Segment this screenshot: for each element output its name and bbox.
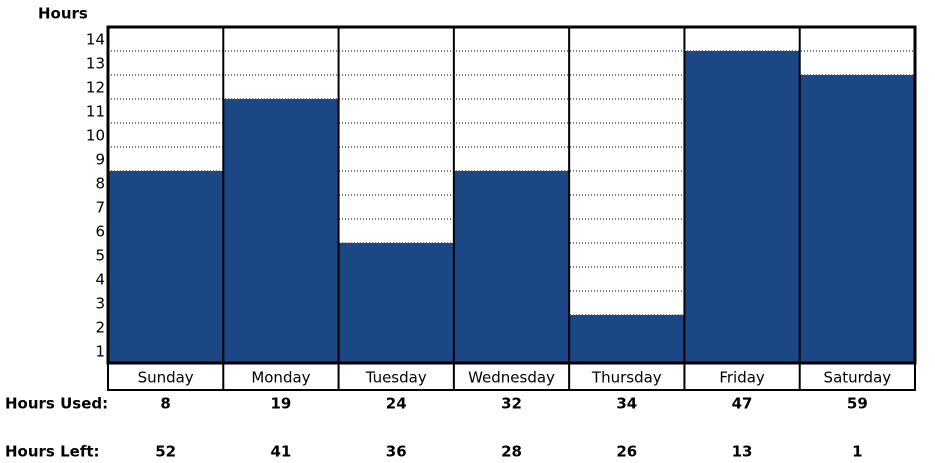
row-label: Hours Left: [5, 443, 100, 461]
row-value: 8 [160, 395, 170, 413]
x-tick-label: Thursday [591, 369, 662, 387]
x-tick-label: Saturday [824, 369, 892, 387]
y-tick-label: 8 [95, 175, 105, 193]
category-frame [107, 362, 916, 391]
row-value: 59 [847, 395, 868, 413]
row-value: 26 [616, 443, 637, 461]
row-value: 36 [386, 443, 407, 461]
y-tick-label: 5 [95, 247, 105, 265]
y-tick-label: 1 [95, 343, 105, 361]
y-tick-label: 12 [86, 79, 105, 97]
y-tick-label: 6 [95, 223, 105, 241]
row-value: 34 [616, 395, 637, 413]
bar [569, 315, 685, 363]
bar [453, 171, 570, 363]
y-tick-label: 4 [95, 271, 105, 289]
x-tick-label: Tuesday [365, 369, 427, 387]
row-label: Hours Used: [5, 395, 108, 413]
row-value: 52 [155, 443, 176, 461]
row-value: 1 [852, 443, 862, 461]
bar [338, 243, 454, 363]
row-value: 24 [386, 395, 407, 413]
row-value: 28 [501, 443, 522, 461]
row-value: 13 [732, 443, 753, 461]
y-tick-label: 7 [95, 199, 105, 217]
y-tick-label: 13 [86, 55, 105, 73]
x-tick-label: Wednesday [468, 369, 555, 387]
y-tick-label: 10 [86, 127, 105, 145]
x-tick-label: Friday [719, 369, 765, 387]
bar [799, 75, 915, 363]
x-tick-label: Monday [251, 369, 310, 387]
bar [223, 99, 339, 363]
bar [108, 171, 224, 363]
row-value: 41 [270, 443, 291, 461]
row-value: 19 [270, 395, 291, 413]
x-tick-label: Sunday [138, 369, 194, 387]
y-tick-label: 11 [86, 103, 105, 121]
y-tick-label: 9 [95, 151, 105, 169]
y-axis-label: Hours [38, 5, 88, 23]
y-tick-label: 3 [95, 295, 105, 313]
y-tick-label: 2 [95, 319, 105, 337]
y-tick-label: 14 [86, 31, 105, 49]
row-value: 47 [732, 395, 753, 413]
bar [684, 51, 800, 363]
row-value: 32 [501, 395, 522, 413]
